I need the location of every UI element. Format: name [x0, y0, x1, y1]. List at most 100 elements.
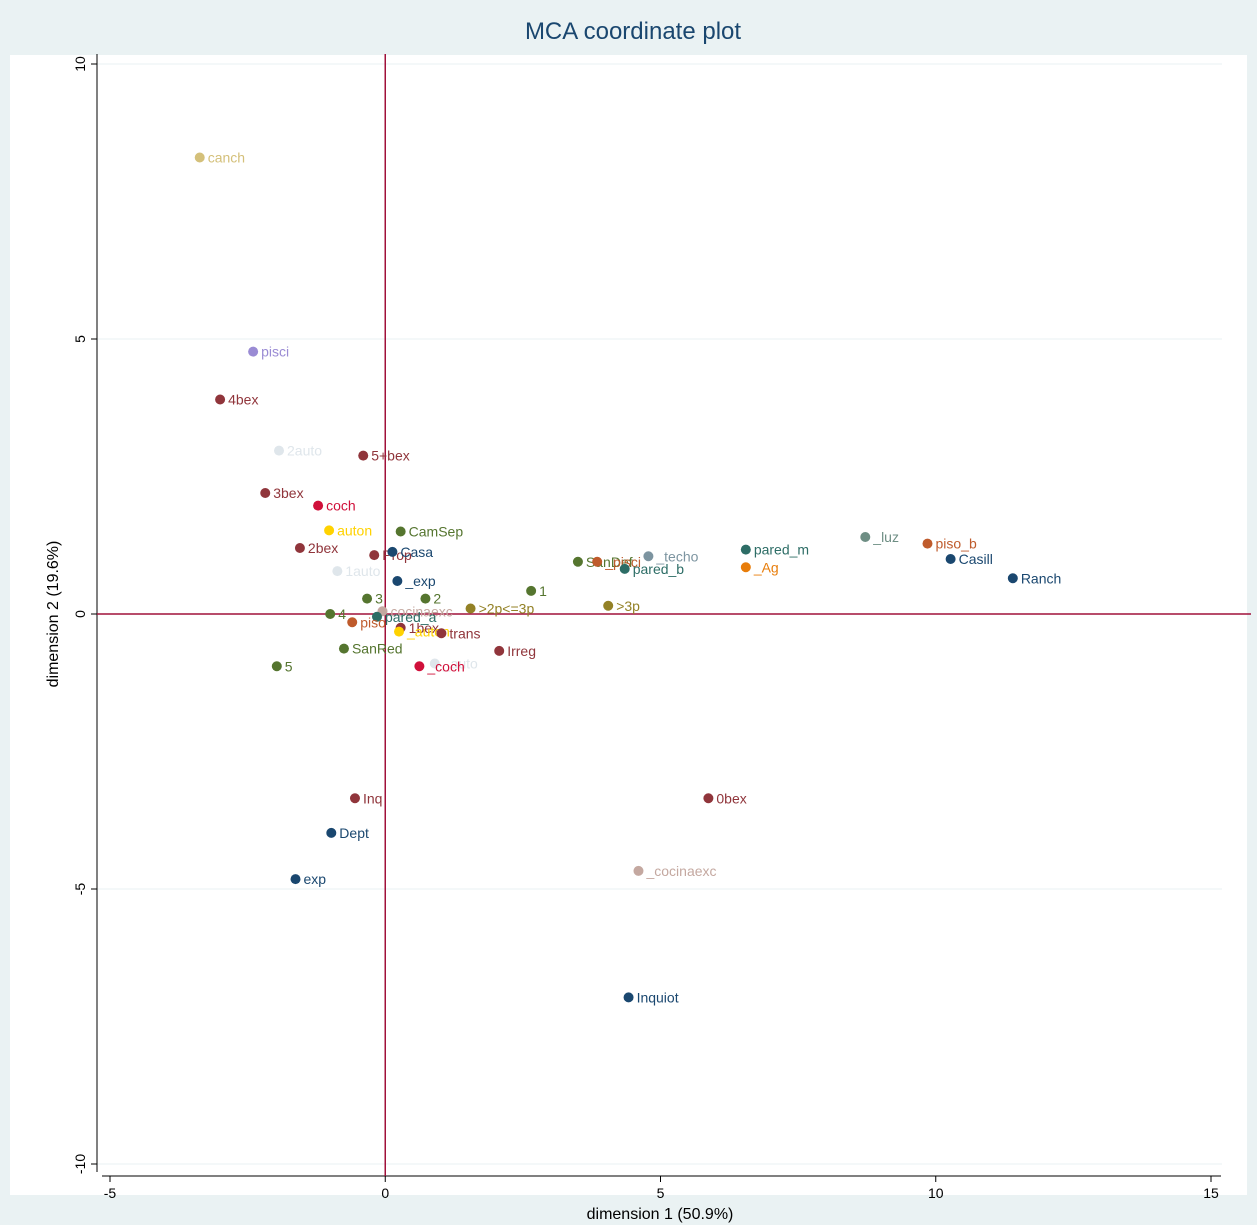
point-label: 0bex [716, 790, 746, 806]
point-marker [260, 488, 271, 498]
point-label: 3bex [273, 485, 303, 501]
point-marker [349, 793, 360, 804]
x-tick-label: 0 [381, 1185, 389, 1201]
point-marker [740, 544, 751, 555]
point-marker [392, 576, 403, 586]
point-label: 5 [285, 658, 293, 674]
point-marker [274, 445, 285, 456]
point-marker [860, 532, 871, 542]
point-marker [326, 827, 337, 838]
point-label: Irreg [507, 643, 536, 659]
point-marker [338, 643, 349, 654]
point-marker [387, 546, 398, 557]
point-label: 1 [539, 583, 547, 599]
x-tick-label: -5 [104, 1185, 117, 1201]
point-label: 2auto [287, 443, 322, 459]
point-marker [945, 554, 956, 564]
point-marker [619, 563, 630, 574]
point-marker [603, 600, 614, 611]
points-layer: canch pisci 4bex 2auto 5+bex 3bex coch auton Cam… [194, 150, 1061, 1005]
point-marker [643, 551, 654, 562]
point-label: _techo [655, 548, 698, 564]
point-marker [325, 609, 336, 619]
point-marker [429, 658, 440, 669]
point-marker [465, 603, 476, 614]
y-axis-title: dimension 2 (19.6%) [45, 541, 62, 688]
point-label: pared_m [754, 542, 809, 558]
plot-area [10, 55, 1247, 1195]
point-label: 5+bex [371, 448, 410, 464]
point-marker [592, 556, 603, 567]
point-marker [358, 450, 369, 461]
x-tick-label: 15 [1203, 1185, 1219, 1201]
point-label: 2 [433, 591, 441, 607]
point-marker [623, 992, 634, 1003]
y-tick-label: 10 [72, 56, 88, 72]
point-marker [313, 500, 324, 511]
y-tick-label: -5 [72, 883, 88, 896]
point-label: _coch [426, 658, 464, 674]
point-label: _luz [872, 529, 899, 545]
point-marker [420, 593, 431, 604]
point-marker [294, 543, 305, 553]
point-label: canch [208, 150, 245, 166]
point-label: 3 [375, 591, 383, 607]
x-tick-label: 5 [657, 1185, 665, 1201]
point-marker [526, 585, 537, 596]
point-marker [332, 566, 343, 577]
point-marker [347, 617, 358, 628]
point-marker [215, 394, 226, 405]
point-label: _auto [442, 656, 478, 672]
point-label: pared_a [385, 609, 437, 625]
point-label: exp [304, 871, 327, 887]
point-label: Inquiot [637, 989, 679, 1005]
point-label: CamSep [409, 524, 464, 540]
point-label: Inq [363, 790, 382, 806]
point-marker [703, 793, 714, 804]
point-label: pared_b [633, 561, 685, 577]
point-label: 4 [338, 606, 346, 622]
point-marker [369, 550, 380, 561]
y-tick-label: 5 [72, 335, 88, 343]
point-label: trans [449, 625, 480, 641]
chart-title: MCA coordinate plot [525, 18, 741, 45]
point-marker [1007, 573, 1018, 584]
point-label: 2bex [308, 540, 338, 556]
point-marker [290, 874, 301, 885]
point-marker [324, 525, 335, 536]
point-label: cocinaexc [390, 603, 452, 619]
point-label: _Ag [753, 559, 779, 575]
point-label: >3p [616, 598, 640, 614]
point-label: piso [360, 614, 386, 630]
point-marker [633, 865, 644, 876]
point-label: auton [337, 522, 372, 538]
point-marker [194, 152, 205, 163]
point-label: >2p<=3p [479, 601, 535, 617]
point-marker [922, 538, 933, 549]
x-tick-label: 10 [928, 1185, 944, 1201]
point-marker [271, 661, 282, 672]
point-marker [394, 626, 405, 637]
point-marker [371, 611, 382, 622]
point-marker [740, 562, 751, 573]
point-marker [248, 346, 259, 357]
point-marker [362, 593, 373, 604]
point-label: _cocinaexc [645, 863, 716, 879]
point-label: 1bex [409, 620, 439, 636]
x-axis-title: dimension 1 (50.9%) [587, 1206, 734, 1223]
point-label: _pisci [604, 554, 641, 570]
point-marker [414, 661, 425, 672]
point-label: pisci [261, 344, 289, 360]
point-label: piso_b [935, 536, 976, 552]
point-label: coch [326, 498, 356, 514]
point-label: _exp [404, 573, 436, 589]
point-marker [395, 526, 406, 537]
point-label: Ranch [1021, 570, 1061, 586]
point-label: Casill [959, 551, 993, 567]
point-label: Casa [400, 544, 433, 560]
point-marker [572, 556, 583, 567]
point-label: SanRed [352, 641, 403, 657]
point-label: 1auto [345, 563, 380, 579]
point-marker [436, 628, 447, 639]
